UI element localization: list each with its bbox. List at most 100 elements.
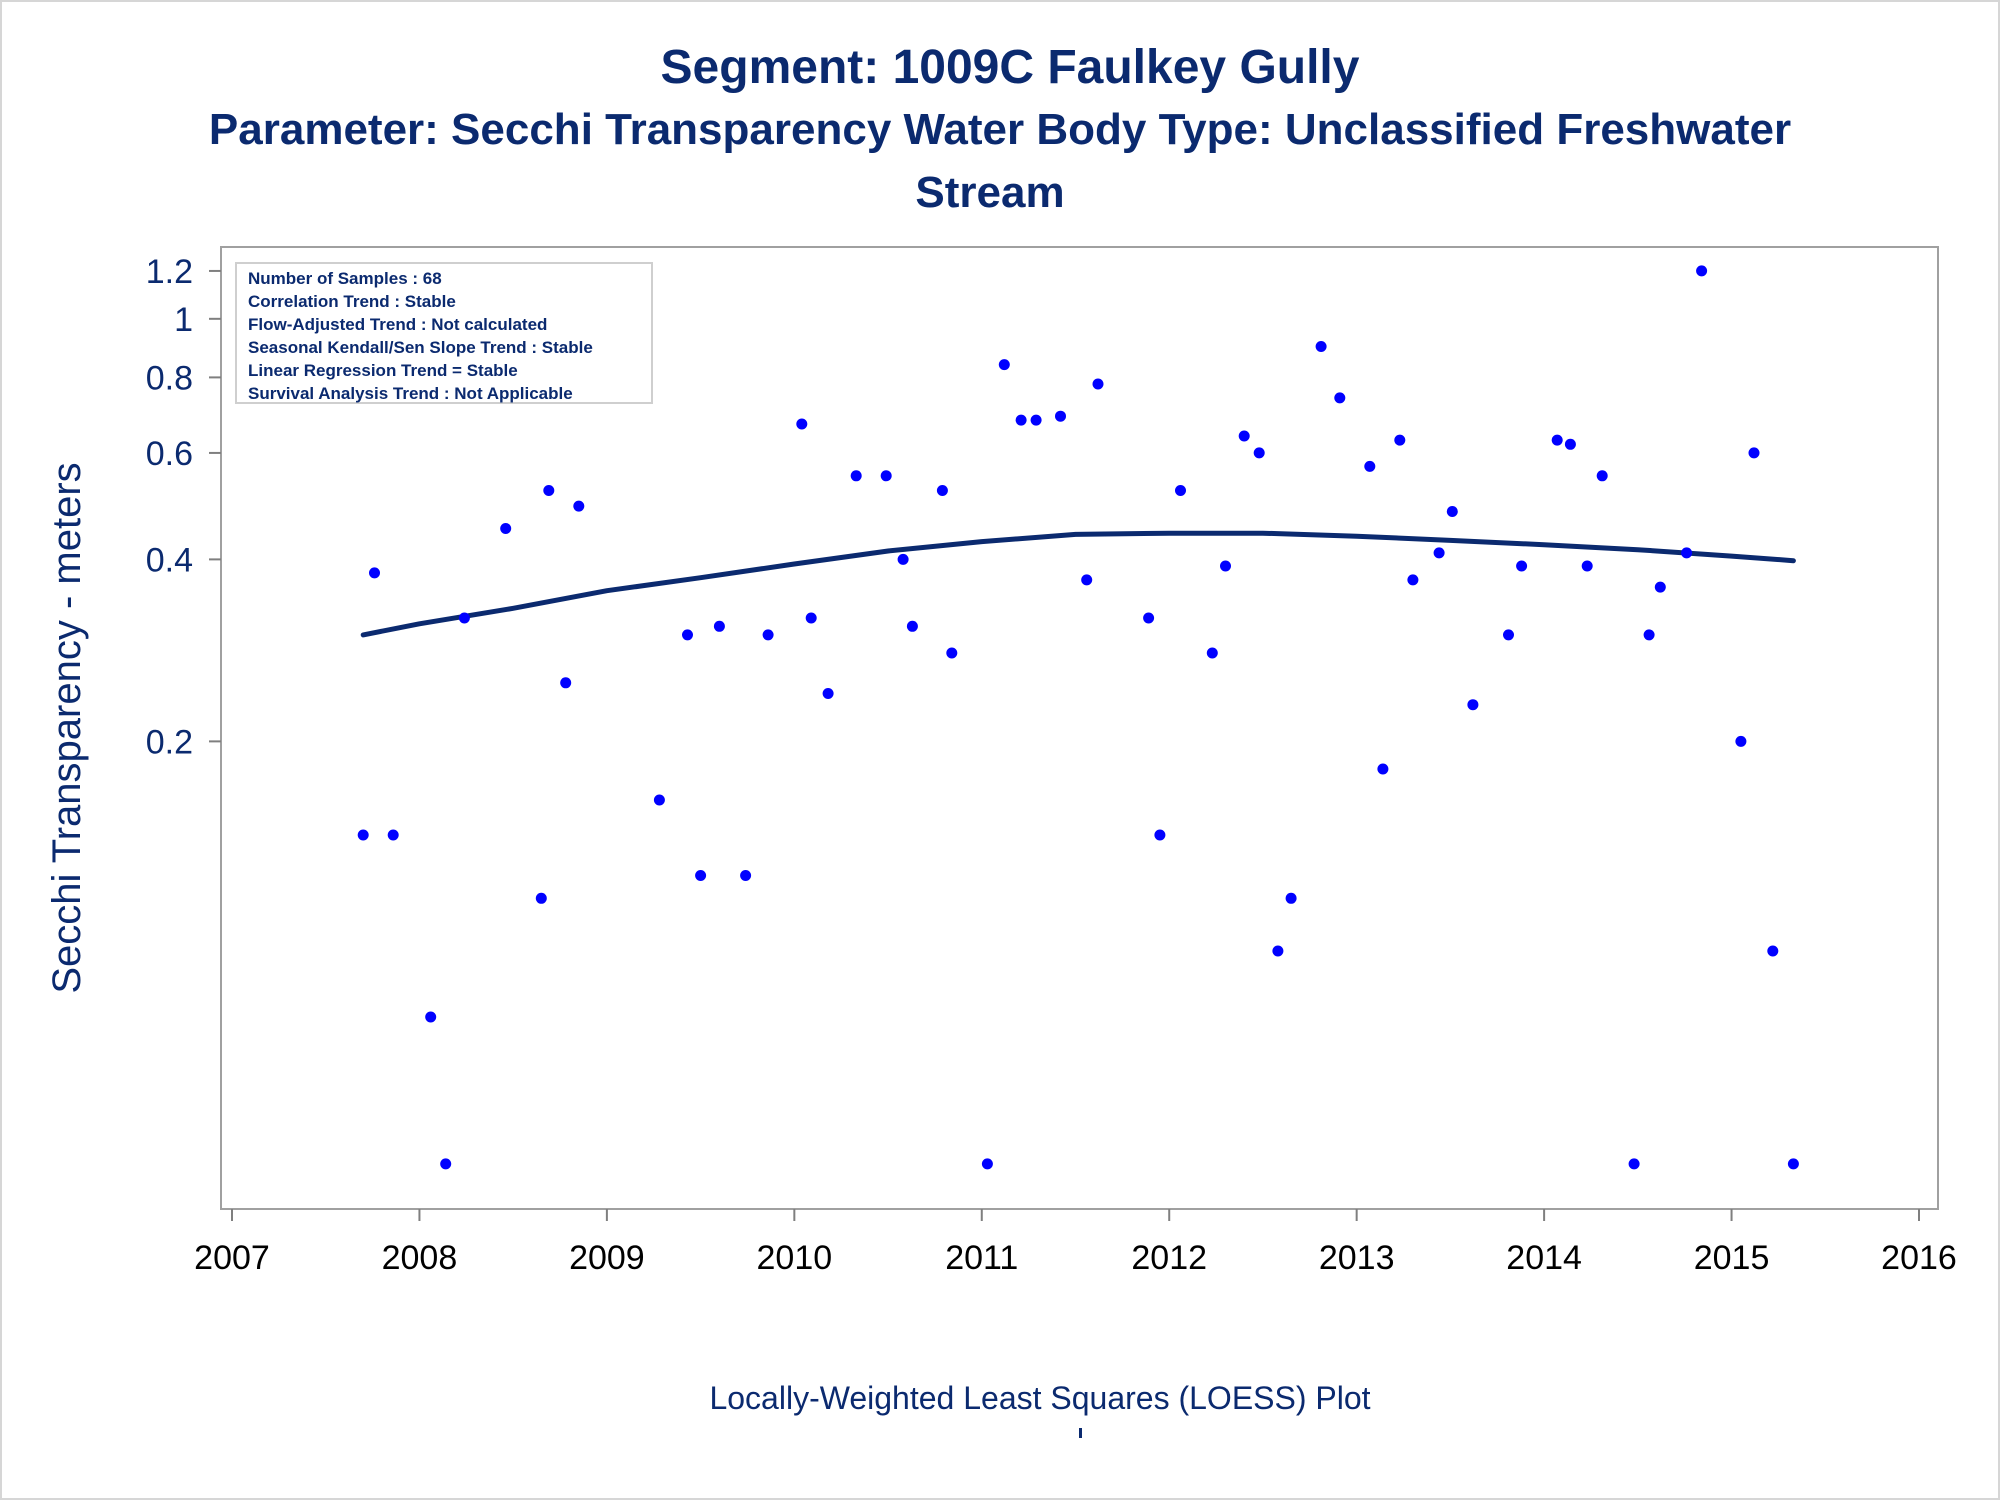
y-tick-label: 1 [174,301,193,339]
data-point [543,485,555,496]
data-point [1238,430,1250,442]
data-point [1433,547,1445,559]
data-point [1206,647,1218,659]
data-point [1092,378,1104,390]
data-point [762,629,774,641]
data-point [796,418,808,430]
data-point [1394,434,1406,446]
data-point [440,1158,452,1170]
x-tick-label: 2009 [569,1239,645,1277]
data-point [653,794,665,806]
x-tick-label: 2007 [194,1239,270,1277]
data-point [1503,629,1514,641]
data-point [1055,410,1066,422]
x-tick-label: 2008 [382,1239,458,1277]
data-point [805,612,817,624]
data-point [1015,414,1027,426]
data-point [458,612,470,624]
data-point [573,500,585,512]
data-point [850,470,862,482]
data-point [560,677,572,689]
data-point [357,829,369,841]
data-point [740,870,752,881]
data-point [1407,574,1419,586]
data-point [1175,485,1186,496]
x-tick-label: 2010 [757,1239,833,1277]
data-point [1696,265,1708,277]
stat-number-of-samples: Number of Samples : 68 [248,269,442,288]
footnote-tick-mark [1079,1428,1082,1438]
chart-title: Segment: 1009C Faulkey Gully [660,41,1360,94]
y-axis-label: Secchi Transparency - meters [45,462,89,993]
data-point [1551,434,1563,446]
data-point [1364,460,1376,472]
data-point [897,553,909,565]
data-point [1143,612,1155,624]
data-point [500,523,512,534]
x-tick-label: 2011 [945,1239,1018,1277]
x-axis: 2007 2008 2009 2010 2011 2012 2013 2014 2015 2016 [194,1209,1957,1277]
data-point [906,620,918,632]
data-point [1030,414,1042,426]
data-point [1154,829,1166,841]
data-point [1596,470,1608,482]
x-tick-label: 2012 [1131,1239,1207,1277]
stat-correlation-trend: Correlation Trend : Stable [248,292,456,311]
y-tick-label: 0.2 [146,723,193,761]
data-point [1467,699,1479,711]
data-point [1315,341,1327,352]
data-point [1628,1158,1640,1170]
data-point [1081,574,1093,586]
data-point [535,892,547,904]
data-point [695,870,707,881]
data-point [1735,735,1747,747]
data-point [998,359,1010,371]
x-tick-label: 2015 [1694,1239,1770,1277]
series-layer [357,265,1799,1170]
stat-seasonal-kendall-trend: Seasonal Kendall/Sen Slope Trend : Stabl… [248,338,593,357]
data-point [713,620,725,632]
y-tick-label: 0.6 [146,435,193,473]
stat-survival-analysis-trend: Survival Analysis Trend : Not Applicable [248,384,573,403]
data-point [1285,892,1297,904]
plot-area [220,246,1939,1210]
data-point [981,1158,993,1170]
footnote: Locally-Weighted Least Squares (LOESS) P… [709,1380,1371,1416]
data-point [1516,560,1528,572]
data-point [1334,392,1346,404]
data-point [1681,547,1693,559]
data-point [387,829,399,841]
stat-flow-adjusted-trend: Flow-Adjusted Trend : Not calculated [248,315,548,334]
data-point [1253,447,1265,459]
data-point [425,1011,437,1023]
y-tick-label: 0.4 [146,541,193,579]
trend-statistics-box: Number of Samples : 68 Correlation Trend… [235,262,653,404]
chart-subtitle: Parameter: Secchi Transparency Water Bod… [208,105,1792,154]
data-point [1581,560,1593,572]
data-point [946,647,958,659]
loess-curve [360,530,1796,638]
data-point [936,485,948,496]
data-point [1377,763,1389,775]
data-point [1564,438,1576,450]
data-point [822,688,834,699]
chart-subtitle-continued: Stream [915,168,1065,217]
data-point [682,629,693,641]
data-point [369,567,380,579]
data-point [1787,1158,1799,1170]
y-tick-label: 0.8 [146,359,193,397]
data-point [1220,560,1231,572]
data-point [1643,629,1655,641]
y-axis: 0.2 0.4 0.6 0.8 1 1.2 [146,253,221,761]
stat-linear-regression-trend: Linear Regression Trend = Stable [248,361,518,380]
y-tick-label: 1.2 [146,253,193,291]
data-point [1446,506,1458,517]
x-tick-label: 2016 [1881,1239,1957,1277]
x-tick-label: 2014 [1506,1239,1582,1277]
data-point [1748,447,1760,459]
data-point [1654,581,1666,593]
data-point [1272,945,1284,957]
x-tick-label: 2013 [1319,1239,1395,1277]
